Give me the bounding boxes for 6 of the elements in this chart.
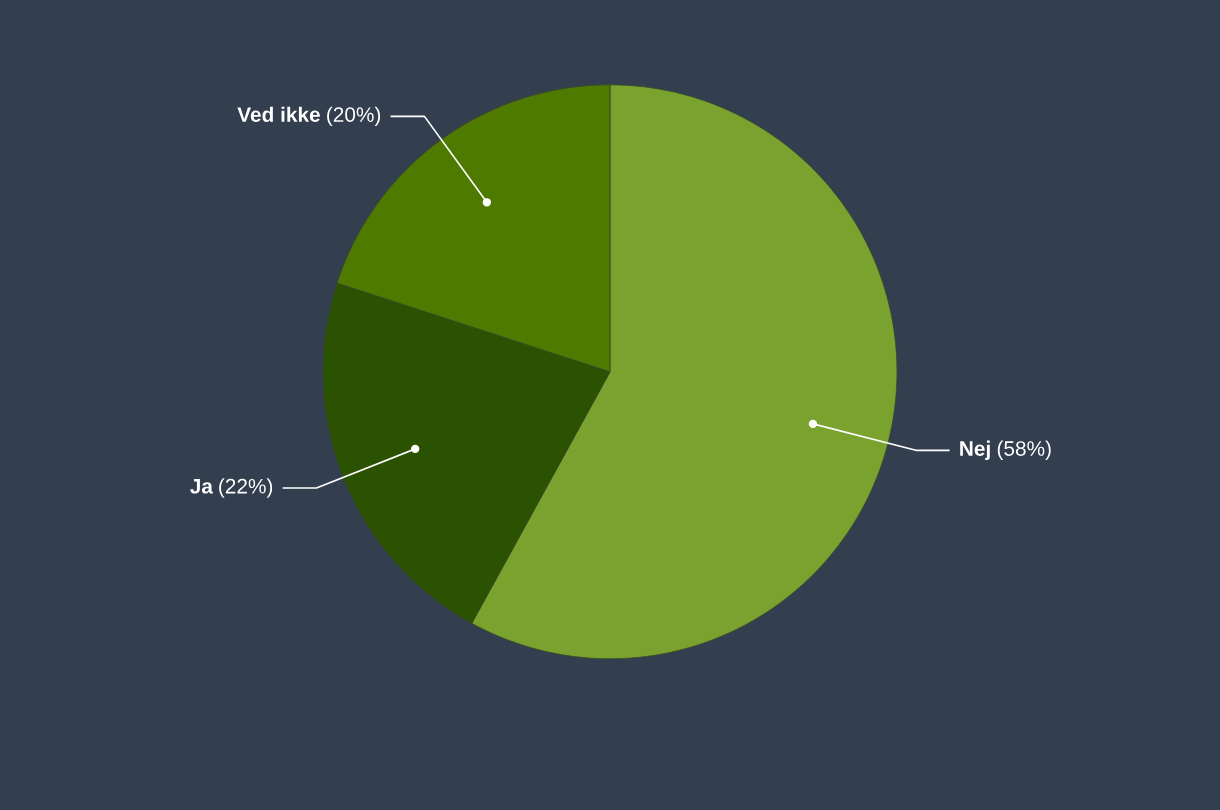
slice-label: Ja [190, 479, 214, 494]
data-label: (22%) [219, 478, 273, 498]
data-label: (20%) [327, 106, 381, 127]
slice-label: Nej [960, 440, 990, 461]
data-label: (58%) [997, 440, 1051, 460]
slice-label: Ved ikke [237, 106, 320, 122]
